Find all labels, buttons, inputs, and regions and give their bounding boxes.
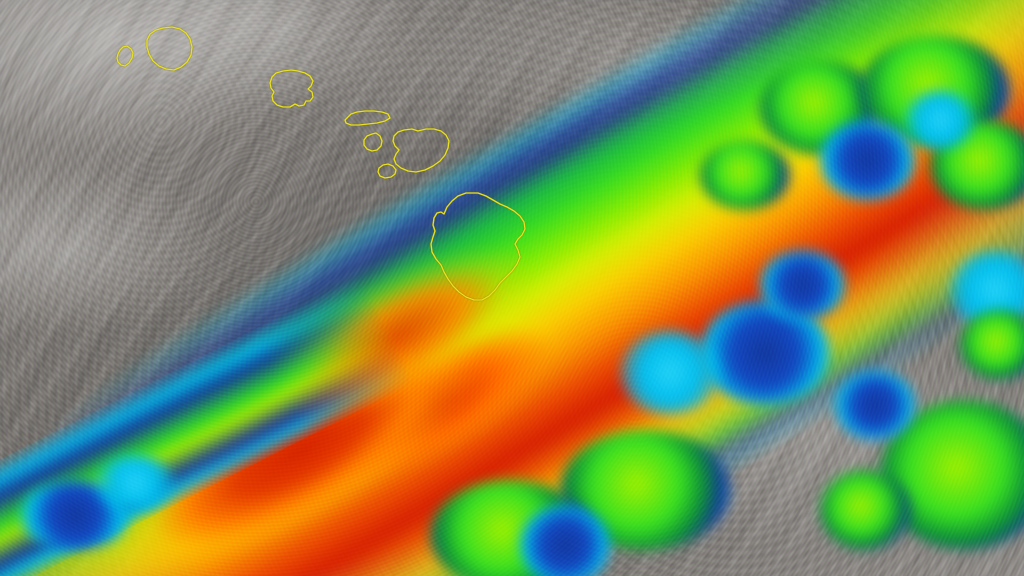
- island-coastline-lanai: [363, 132, 383, 152]
- convective-cell-ne-cluster-6: [700, 140, 790, 210]
- convective-cell-sw-wisp-2: [95, 455, 175, 510]
- convective-cell-ne-cluster-4: [820, 120, 915, 200]
- convective-cell-e-cluster-4: [760, 250, 845, 320]
- convective-cell-e-cluster-2: [620, 330, 720, 415]
- convective-cell-se-blob-3: [835, 370, 915, 440]
- island-coastline-maui: [392, 128, 450, 173]
- island-coastline-hawaii-big-island: [430, 192, 526, 301]
- convective-cell-se-blob-5: [960, 310, 1024, 380]
- island-coastline-kauai: [146, 26, 193, 71]
- island-coastline-niihau: [116, 45, 134, 67]
- convective-cell-se-blob-2: [820, 470, 910, 550]
- island-coastline-kahoolawe: [377, 163, 397, 179]
- convective-cell-s-cluster-2: [520, 505, 610, 576]
- island-coastline-oahu: [269, 69, 314, 108]
- island-coastline-molokai: [344, 110, 391, 126]
- convective-cell-ne-cluster-5: [905, 90, 975, 150]
